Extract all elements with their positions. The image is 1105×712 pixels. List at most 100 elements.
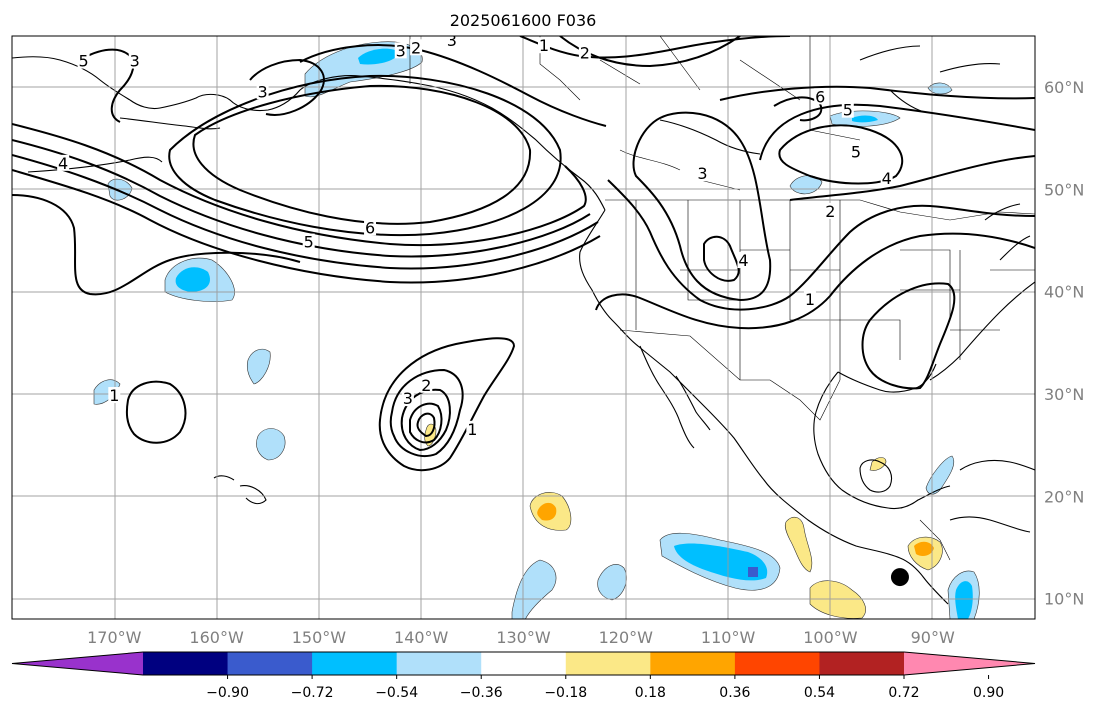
contour-1p bbox=[125, 380, 187, 444]
contour-3n bbox=[79, 48, 135, 123]
anomaly-blue bbox=[358, 48, 400, 65]
lat-tick-label: 10°N bbox=[1044, 590, 1084, 609]
contour-label: 3 bbox=[447, 31, 457, 50]
colorbar-tick-label: −0.36 bbox=[460, 685, 503, 701]
colorbar-tick-label: 0.90 bbox=[973, 685, 1004, 701]
anomaly-yellow bbox=[784, 516, 813, 573]
lon-tick-label: 120°W bbox=[599, 628, 654, 647]
anomaly-light-blue bbox=[927, 82, 953, 95]
colorbar-tick-label: 0.18 bbox=[635, 685, 666, 701]
contour-label-bg bbox=[420, 376, 433, 393]
contour-label-bg bbox=[880, 170, 893, 187]
lon-tick-label: 130°W bbox=[496, 628, 551, 647]
lon-tick-label: 100°W bbox=[803, 628, 858, 647]
contour-2p bbox=[389, 368, 464, 457]
lat-tick-label: 30°N bbox=[1044, 385, 1084, 404]
anomaly-light-blue bbox=[93, 379, 121, 405]
contour-label-bg bbox=[108, 387, 121, 404]
latitude-tick-labels: 60°N 50°N 40°N 30°N 20°N 10°N bbox=[1044, 78, 1084, 608]
contour-label-bg bbox=[302, 233, 315, 250]
anomaly-light-blue bbox=[256, 428, 286, 461]
contour-label-bg bbox=[364, 219, 377, 236]
anomaly-orange bbox=[914, 541, 934, 556]
lat-tick-label: 60°N bbox=[1044, 78, 1084, 97]
contour-3 bbox=[12, 154, 599, 270]
contour-label-bg bbox=[814, 88, 827, 105]
contour-label: 1 bbox=[805, 290, 815, 309]
contour-label-bg bbox=[803, 290, 816, 307]
contour-label: 3 bbox=[258, 82, 268, 101]
map-frame bbox=[11, 35, 1036, 620]
contour-label-bg bbox=[737, 252, 750, 269]
contour-label-bg bbox=[578, 44, 591, 61]
colorbar-segment bbox=[650, 652, 736, 675]
contour-1se bbox=[861, 282, 956, 390]
colorbar-tick-label: −0.90 bbox=[206, 685, 249, 701]
contour-label: 2 bbox=[411, 38, 421, 57]
anomaly-light-blue bbox=[246, 348, 271, 385]
contour-1c bbox=[595, 232, 1035, 330]
colorbar-segment bbox=[734, 652, 820, 675]
contour-label: 1 bbox=[467, 420, 477, 439]
contour-label: 2 bbox=[421, 376, 431, 395]
anomaly-yellow bbox=[869, 457, 887, 471]
anomaly-orange bbox=[537, 502, 557, 521]
lon-tick-label: 150°W bbox=[292, 628, 347, 647]
black-dot-marker bbox=[890, 568, 909, 587]
colorbar-segment bbox=[481, 652, 567, 675]
contour-label-bg bbox=[824, 202, 837, 219]
contour-label-bg bbox=[128, 52, 141, 69]
colorbar-tick-label: 0.36 bbox=[719, 685, 750, 701]
contour-5p bbox=[416, 412, 436, 438]
contour-label-bg bbox=[57, 154, 70, 171]
lon-tick-label: 160°W bbox=[189, 628, 244, 647]
anomaly-light-blue bbox=[597, 564, 627, 601]
contour-label: 4 bbox=[738, 251, 748, 270]
anomaly-blue bbox=[852, 115, 878, 123]
lon-tick-label: 140°W bbox=[394, 628, 449, 647]
contour-label-bg bbox=[841, 101, 854, 118]
contour-4p bbox=[409, 402, 443, 444]
contour-5ne2 bbox=[759, 103, 1035, 161]
colorbar-segment bbox=[143, 652, 229, 675]
contour-4ne bbox=[789, 155, 1035, 201]
figure-title: 2025061600 F036 bbox=[450, 11, 597, 30]
colorbar-extend-high bbox=[904, 652, 1035, 675]
contour-label-bg bbox=[849, 143, 862, 160]
contour-label-bg bbox=[77, 52, 90, 69]
anomaly-blue bbox=[955, 581, 973, 619]
contour-label: 3 bbox=[396, 41, 406, 60]
contour-label: 2 bbox=[825, 202, 835, 221]
contour-label: 3 bbox=[130, 52, 140, 71]
colorbar-segment bbox=[819, 652, 905, 675]
contour-label: 6 bbox=[815, 87, 825, 106]
contour-label: 3 bbox=[403, 389, 413, 408]
contour-1 bbox=[12, 194, 301, 296]
colorbar-tick-label: 0.72 bbox=[888, 685, 919, 701]
contour-label-bg bbox=[445, 36, 458, 49]
contour-6ne bbox=[719, 85, 1035, 101]
colorbar-segment bbox=[312, 652, 398, 675]
contour-3c bbox=[632, 111, 772, 302]
colorbar-extend-low bbox=[12, 652, 143, 675]
colorbar-tick-label: −0.54 bbox=[375, 685, 418, 701]
lat-tick-label: 20°N bbox=[1044, 487, 1084, 506]
contour-label: 2 bbox=[580, 43, 590, 62]
contour-label-bg bbox=[466, 420, 479, 437]
contour-label: 5 bbox=[79, 52, 89, 71]
contour-1n bbox=[519, 36, 791, 59]
contour-label-bg bbox=[696, 165, 709, 182]
contour-label-bg bbox=[410, 39, 423, 56]
contour-label: 5 bbox=[843, 101, 853, 120]
lat-tick-label: 40°N bbox=[1044, 283, 1084, 302]
contour-label-bg bbox=[394, 42, 407, 59]
contour-label: 4 bbox=[58, 154, 68, 173]
colorbar-segment bbox=[565, 652, 651, 675]
contour-label: 5 bbox=[304, 233, 314, 252]
anomaly-darkblue bbox=[748, 567, 758, 577]
contour-4b bbox=[12, 139, 591, 258]
lon-tick-label: 110°W bbox=[701, 628, 756, 647]
